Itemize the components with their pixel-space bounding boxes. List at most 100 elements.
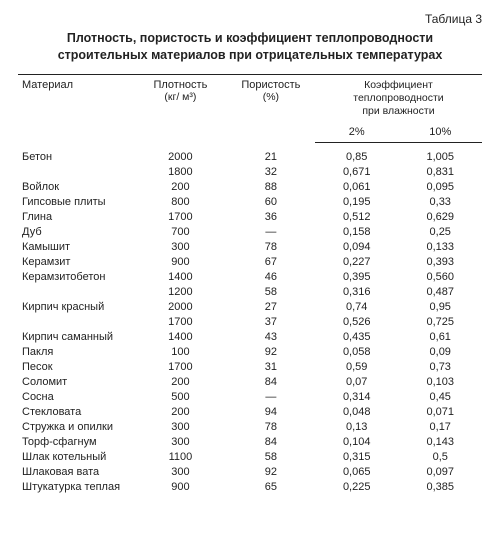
cell-cond-10: 0,103 bbox=[398, 375, 482, 390]
cell-cond-10: 0,071 bbox=[398, 405, 482, 420]
cell-cond-2: 0,512 bbox=[315, 210, 399, 225]
cell-porosity: 78 bbox=[227, 420, 315, 435]
cell-cond-2: 0,74 bbox=[315, 300, 399, 315]
cell-material: Соломит bbox=[18, 375, 134, 390]
table-row: Гипсовые плиты800600,1950,33 bbox=[18, 195, 482, 210]
cell-density: 2000 bbox=[134, 143, 227, 165]
table-row: Шлак котельный1100580,3150,5 bbox=[18, 450, 482, 465]
table-row: 1200580,3160,487 bbox=[18, 285, 482, 300]
cell-porosity: 58 bbox=[227, 285, 315, 300]
cell-material bbox=[18, 285, 134, 300]
cell-cond-2: 0,225 bbox=[315, 480, 399, 495]
cell-material: Шлак котельный bbox=[18, 450, 134, 465]
cell-cond-2: 0,395 bbox=[315, 270, 399, 285]
cell-density: 300 bbox=[134, 420, 227, 435]
cell-density: 1200 bbox=[134, 285, 227, 300]
cell-cond-10: 0,133 bbox=[398, 240, 482, 255]
table-row: Дуб700—0,1580,25 bbox=[18, 225, 482, 240]
table-title: Плотность, пористость и коэффициент тепл… bbox=[18, 30, 482, 64]
cell-cond-10: 0,725 bbox=[398, 315, 482, 330]
cell-porosity: — bbox=[227, 225, 315, 240]
col-density-l1: Плотность bbox=[153, 79, 207, 91]
table-body: Бетон2000210,851,0051800320,6710,831Войл… bbox=[18, 143, 482, 495]
cell-porosity: 92 bbox=[227, 465, 315, 480]
cell-density: 2000 bbox=[134, 300, 227, 315]
cell-density: 500 bbox=[134, 390, 227, 405]
cell-cond-10: 0,09 bbox=[398, 345, 482, 360]
cell-cond-10: 0,95 bbox=[398, 300, 482, 315]
cell-material: Кирпич саманный bbox=[18, 330, 134, 345]
col-conductivity: Коэффициент теплопроводности при влажнос… bbox=[315, 74, 482, 122]
cell-cond-2: 0,526 bbox=[315, 315, 399, 330]
cell-cond-2: 0,59 bbox=[315, 360, 399, 375]
cell-cond-10: 0,095 bbox=[398, 180, 482, 195]
cell-cond-2: 0,315 bbox=[315, 450, 399, 465]
cell-porosity: 21 bbox=[227, 143, 315, 165]
cell-cond-10: 0,61 bbox=[398, 330, 482, 345]
cell-cond-10: 0,25 bbox=[398, 225, 482, 240]
table-row: Керамзитобетон1400460,3950,560 bbox=[18, 270, 482, 285]
cell-cond-2: 0,435 bbox=[315, 330, 399, 345]
cell-material: Торф-сфагнум bbox=[18, 435, 134, 450]
table-row: Камышит300780,0940,133 bbox=[18, 240, 482, 255]
cell-material: Сосна bbox=[18, 390, 134, 405]
cell-density: 1100 bbox=[134, 450, 227, 465]
cell-porosity: 31 bbox=[227, 360, 315, 375]
table-row: Бетон2000210,851,005 bbox=[18, 143, 482, 165]
cell-cond-2: 0,048 bbox=[315, 405, 399, 420]
cell-cond-10: 0,73 bbox=[398, 360, 482, 375]
cell-material: Бетон bbox=[18, 143, 134, 165]
cell-density: 1400 bbox=[134, 270, 227, 285]
cell-cond-2: 0,316 bbox=[315, 285, 399, 300]
cell-density: 200 bbox=[134, 405, 227, 420]
cell-material: Штукатурка теплая bbox=[18, 480, 134, 495]
table-row: Глина1700360,5120,629 bbox=[18, 210, 482, 225]
col-humidity-10: 10% bbox=[398, 122, 482, 143]
cell-density: 1700 bbox=[134, 360, 227, 375]
cell-cond-10: 0,33 bbox=[398, 195, 482, 210]
cell-cond-10: 0,5 bbox=[398, 450, 482, 465]
cell-material: Гипсовые плиты bbox=[18, 195, 134, 210]
cell-material: Глина bbox=[18, 210, 134, 225]
cell-material: Пакля bbox=[18, 345, 134, 360]
cell-porosity: 88 bbox=[227, 180, 315, 195]
cell-density: 900 bbox=[134, 255, 227, 270]
table-row: Шлаковая вата300920,0650,097 bbox=[18, 465, 482, 480]
table-row: Пакля100920,0580,09 bbox=[18, 345, 482, 360]
cell-cond-2: 0,104 bbox=[315, 435, 399, 450]
cell-density: 1400 bbox=[134, 330, 227, 345]
cell-density: 200 bbox=[134, 375, 227, 390]
cell-cond-10: 0,385 bbox=[398, 480, 482, 495]
cell-porosity: 43 bbox=[227, 330, 315, 345]
table-label: Таблица 3 bbox=[18, 12, 482, 26]
cell-cond-2: 0,227 bbox=[315, 255, 399, 270]
cell-material: Стружка и опилки bbox=[18, 420, 134, 435]
cell-material: Керамзит bbox=[18, 255, 134, 270]
cell-material bbox=[18, 315, 134, 330]
cell-density: 300 bbox=[134, 240, 227, 255]
cell-porosity: 92 bbox=[227, 345, 315, 360]
cell-material: Камышит bbox=[18, 240, 134, 255]
cell-cond-2: 0,061 bbox=[315, 180, 399, 195]
cell-cond-10: 0,560 bbox=[398, 270, 482, 285]
cell-density: 300 bbox=[134, 465, 227, 480]
cell-cond-2: 0,065 bbox=[315, 465, 399, 480]
cell-porosity: 67 bbox=[227, 255, 315, 270]
materials-table: Материал Плотность (кг/ м³) Пористость (… bbox=[18, 74, 482, 495]
cell-density: 1700 bbox=[134, 315, 227, 330]
table-head: Материал Плотность (кг/ м³) Пористость (… bbox=[18, 74, 482, 142]
cell-porosity: 27 bbox=[227, 300, 315, 315]
col-cond-l1: Коэффициент bbox=[364, 79, 433, 91]
cell-cond-2: 0,07 bbox=[315, 375, 399, 390]
table-row: 1700370,5260,725 bbox=[18, 315, 482, 330]
cell-cond-10: 0,487 bbox=[398, 285, 482, 300]
table-row: Керамзит900670,2270,393 bbox=[18, 255, 482, 270]
cell-porosity: 58 bbox=[227, 450, 315, 465]
cell-porosity: 37 bbox=[227, 315, 315, 330]
cell-cond-10: 0,45 bbox=[398, 390, 482, 405]
title-line-1: Плотность, пористость и коэффициент тепл… bbox=[67, 31, 433, 45]
cell-porosity: 46 bbox=[227, 270, 315, 285]
cell-density: 800 bbox=[134, 195, 227, 210]
cell-cond-2: 0,158 bbox=[315, 225, 399, 240]
cell-cond-10: 0,831 bbox=[398, 165, 482, 180]
